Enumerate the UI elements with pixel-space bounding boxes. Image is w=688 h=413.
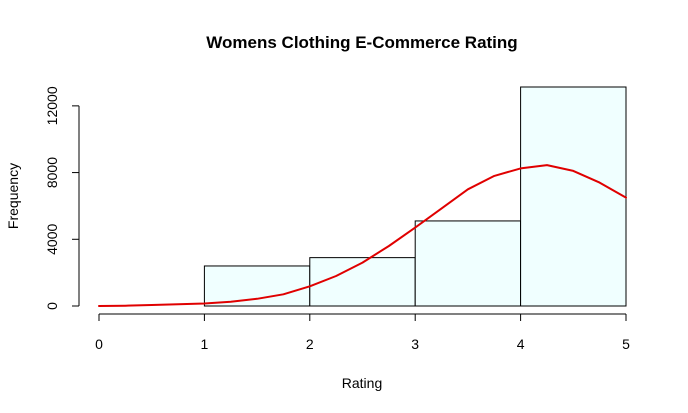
- x-tick-label-2: 2: [306, 336, 314, 352]
- density-curve-group: [98, 164, 627, 307]
- x-tick-label-0: 0: [95, 336, 103, 352]
- x-tick-label-1: 1: [201, 336, 209, 352]
- histogram-bar-4: [520, 86, 627, 307]
- y-axis-label: Frequency: [5, 163, 21, 229]
- y-axis: 0 4000 8000 12000: [44, 86, 80, 310]
- chart-title: Womens Clothing E-Commerce Rating: [206, 33, 517, 52]
- y-tick-label-0: 0: [44, 302, 60, 310]
- histogram-bar-1: [203, 265, 311, 307]
- x-axis: 0 1 2 3 4 5: [95, 313, 630, 352]
- x-axis-label: Rating: [342, 375, 382, 391]
- y-tick-label-12000: 12000: [44, 86, 60, 125]
- density-curve: [98, 164, 627, 307]
- y-tick-label-8000: 8000: [44, 157, 60, 188]
- x-tick-label-5: 5: [622, 336, 630, 352]
- histogram-bar-2: [309, 257, 416, 307]
- bars-group: [203, 86, 627, 307]
- x-tick-label-3: 3: [411, 336, 419, 352]
- x-tick-label-4: 4: [517, 336, 525, 352]
- histogram-bar-3: [414, 220, 522, 307]
- y-tick-label-4000: 4000: [44, 224, 60, 255]
